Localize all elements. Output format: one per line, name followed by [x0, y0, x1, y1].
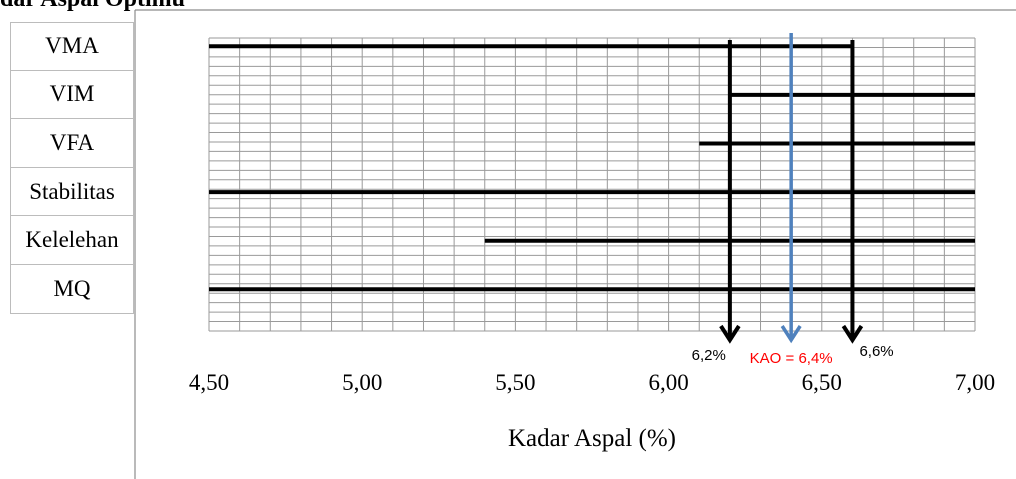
- x-tick-label: 7,00: [955, 370, 995, 395]
- marker-label-0: 6,2%: [692, 347, 726, 364]
- marker-label-2: 6,6%: [859, 343, 893, 360]
- row-label-vim: VIM: [10, 70, 134, 120]
- x-tick-labels: 4,50 5,00 5,50 6,00 6,50 7,00: [189, 370, 995, 395]
- plot-grid: [208, 37, 976, 332]
- marker-label-1: KAO = 6,4%: [750, 350, 833, 367]
- row-label-vfa: VFA: [10, 119, 134, 168]
- x-axis-label: Kadar Aspal (%): [508, 425, 676, 452]
- x-tick-label: 5,00: [342, 370, 382, 395]
- x-tick-label: 5,50: [495, 370, 535, 395]
- x-tick-label: 6,50: [802, 370, 842, 395]
- x-tick-label: 4,50: [189, 370, 229, 395]
- chart-title-fragment: dar Aspal Optimu: [0, 0, 185, 13]
- range-bars: [209, 44, 975, 292]
- marker-arrowhead-2: [841, 324, 864, 344]
- criteria-label-column: VMA VIM VFA Stabilitas Kelelehan MQ: [10, 22, 134, 314]
- marker-arrowhead-1: [780, 325, 802, 344]
- row-label-stabilitas: Stabilitas: [10, 167, 134, 217]
- marker-arrows: 6,2% KAO = 6,4% 6,6%: [692, 33, 894, 367]
- x-tick-label: 6,00: [648, 370, 688, 395]
- row-label-kelelehan: Kelelehan: [10, 216, 134, 265]
- row-label-mq: MQ: [10, 265, 134, 314]
- marker-arrowhead-0: [719, 324, 741, 344]
- row-label-vma: VMA: [10, 22, 134, 71]
